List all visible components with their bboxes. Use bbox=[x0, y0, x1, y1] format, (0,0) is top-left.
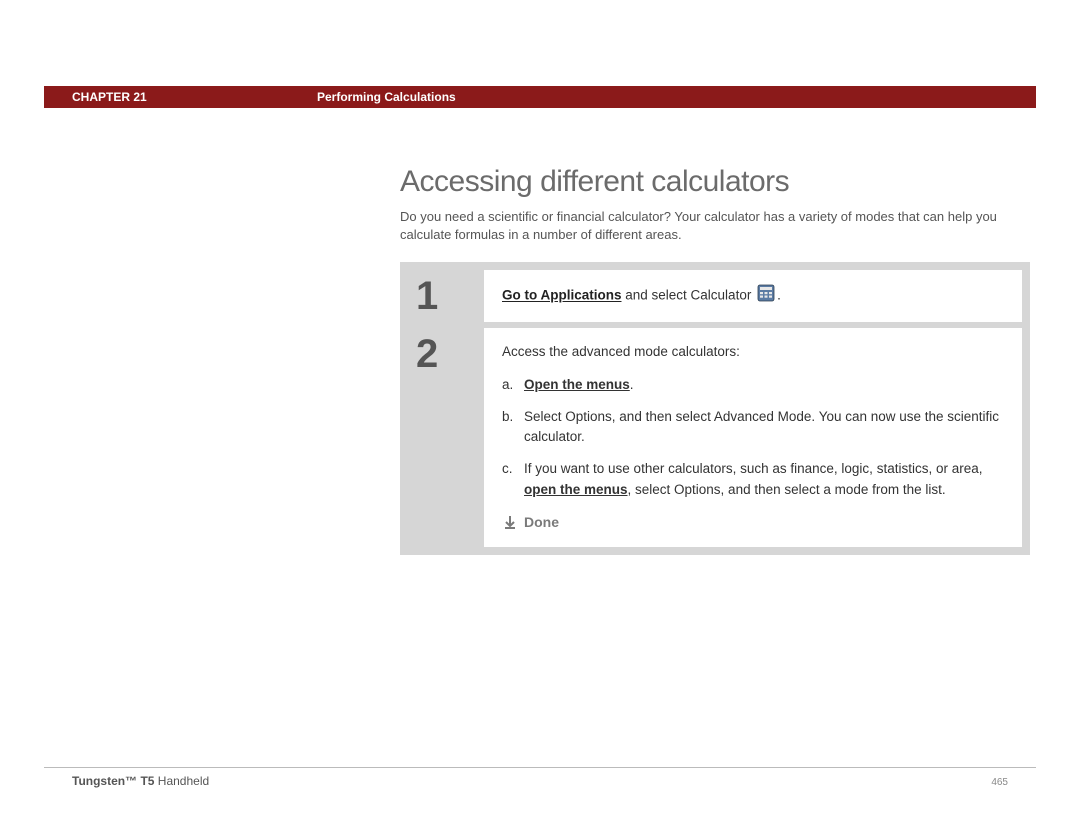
substep-a-tail: . bbox=[630, 377, 634, 392]
substep-c-text: If you want to use other calculators, su… bbox=[524, 459, 1004, 500]
chapter-header-bar: CHAPTER 21 Performing Calculations bbox=[44, 86, 1036, 108]
done-label: Done bbox=[524, 512, 559, 533]
substep-a-text: Open the menus. bbox=[524, 375, 1004, 395]
section-label: Performing Calculations bbox=[317, 90, 456, 104]
page-title: Accessing different calculators bbox=[400, 165, 789, 199]
done-indicator: Done bbox=[502, 512, 1004, 533]
intro-paragraph: Do you need a scientific or financial ca… bbox=[400, 208, 1020, 244]
open-menus-link-a[interactable]: Open the menus bbox=[524, 377, 630, 392]
step-2-lead: Access the advanced mode calculators: bbox=[502, 342, 1004, 362]
steps-container: 1 Go to Applications and select Calculat… bbox=[400, 262, 1030, 555]
substep-b: b. Select Options, and then select Advan… bbox=[502, 407, 1004, 448]
substep-b-text: Select Options, and then select Advanced… bbox=[524, 407, 1004, 448]
footer-product-bold: Tungsten™ T5 bbox=[72, 774, 154, 788]
footer-product-rest: Handheld bbox=[154, 774, 209, 788]
done-arrow-icon bbox=[502, 514, 518, 530]
step-1-tail: . bbox=[777, 288, 781, 303]
footer-page-number: 465 bbox=[991, 777, 1036, 788]
step-1: 1 Go to Applications and select Calculat… bbox=[408, 270, 1022, 322]
substep-b-letter: b. bbox=[502, 407, 524, 448]
footer-product: Tungsten™ T5 Handheld bbox=[44, 774, 209, 788]
go-to-applications-link[interactable]: Go to Applications bbox=[502, 288, 622, 303]
step-2: 2 Access the advanced mode calculators: … bbox=[408, 328, 1022, 547]
step-1-content: Go to Applications and select Calculator… bbox=[484, 270, 1022, 322]
substep-c: c. If you want to use other calculators,… bbox=[502, 459, 1004, 500]
step-2-sublist: a. Open the menus. b. Select Options, an… bbox=[502, 375, 1004, 500]
substep-c-post: , select Options, and then select a mode… bbox=[628, 482, 946, 497]
calculator-icon bbox=[757, 284, 775, 308]
step-2-content: Access the advanced mode calculators: a.… bbox=[484, 328, 1022, 547]
step-number-1: 1 bbox=[408, 270, 484, 322]
substep-a-letter: a. bbox=[502, 375, 524, 395]
open-menus-link-c[interactable]: open the menus bbox=[524, 482, 628, 497]
chapter-label: CHAPTER 21 bbox=[72, 90, 317, 104]
substep-c-pre: If you want to use other calculators, su… bbox=[524, 461, 982, 476]
substep-a: a. Open the menus. bbox=[502, 375, 1004, 395]
step-number-2: 2 bbox=[408, 328, 484, 547]
page-footer: Tungsten™ T5 Handheld 465 bbox=[44, 767, 1036, 788]
step-1-text-after: and select Calculator bbox=[622, 288, 756, 303]
substep-c-letter: c. bbox=[502, 459, 524, 500]
